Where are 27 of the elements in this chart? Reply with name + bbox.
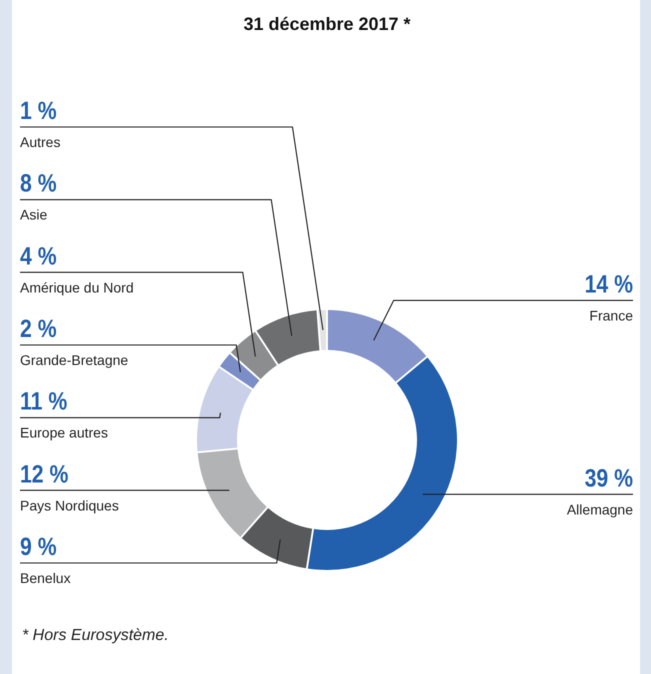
text: * Hors Eurosystème. [22,627,169,644]
donut-slice [220,354,260,389]
slice-label: Benelux [20,570,71,586]
slice-label: Asie [20,206,48,223]
slice-label: Grande-Bretagne [20,352,128,368]
slice-label: Amérique du Nord [20,279,134,296]
donut-slice [197,368,252,452]
slice-label: Autres [20,134,60,150]
slice-label: Pays Nordiques [20,497,119,514]
data-label: 4 % [20,242,57,270]
donut-slice [198,449,267,537]
donut-slice [242,508,312,568]
data-label: 11 % [20,387,68,416]
data-label: 8 % [20,169,57,198]
donut-slice [230,332,277,380]
data-label: 1 % [20,96,57,124]
donut-slice [256,310,320,364]
data-label: 39 % [584,464,633,492]
data-label: 2 % [20,314,57,342]
data-label: 12 % [20,460,68,488]
data-label: 9 % [20,532,57,560]
slice-label: Europe autres [20,424,108,441]
donut-slice [318,310,326,350]
slice-label: Allemagne [566,501,634,518]
chart-title: 31 décembre 2017 * [243,14,411,34]
slice-label: France [589,307,634,324]
data-label: 14 % [584,270,633,298]
